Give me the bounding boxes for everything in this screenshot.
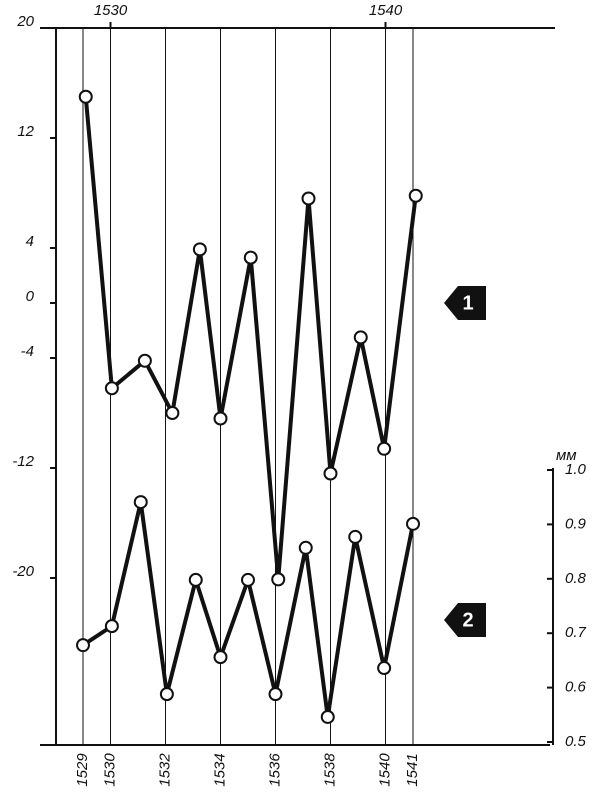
data-point bbox=[213, 411, 228, 426]
y2-tick-label: 0.7 bbox=[565, 624, 587, 641]
data-point bbox=[104, 381, 119, 396]
y2-tick-label: 0.8 bbox=[565, 570, 587, 587]
data-point bbox=[377, 661, 392, 676]
x2-tick-label: 1530 bbox=[94, 2, 128, 19]
data-point bbox=[76, 638, 90, 653]
data-point bbox=[213, 650, 228, 665]
y2-tick-label: 1.0 bbox=[565, 461, 587, 478]
data-point bbox=[271, 572, 286, 587]
data-point bbox=[165, 406, 180, 420]
x-tick-label: 1529 bbox=[74, 753, 91, 787]
data-point bbox=[298, 540, 313, 555]
data-point bbox=[78, 89, 93, 104]
series-line bbox=[81, 500, 415, 719]
y-tick-label: 12 bbox=[17, 123, 34, 140]
y-tick-label: 4 bbox=[26, 233, 34, 250]
legend-label: 1 bbox=[462, 292, 473, 314]
data-point bbox=[243, 250, 258, 265]
x-tick-label: 1538 bbox=[321, 753, 338, 787]
data-point bbox=[104, 619, 119, 634]
x-tick-label: 1540 bbox=[376, 753, 393, 787]
data-point bbox=[137, 353, 152, 368]
data-point bbox=[241, 572, 255, 587]
data-point bbox=[188, 572, 203, 587]
y-tick-label: 0 bbox=[26, 288, 35, 305]
x2-tick-label: 1540 bbox=[369, 2, 403, 19]
data-point bbox=[353, 330, 368, 345]
data-point bbox=[406, 516, 420, 531]
x-tick-label: 1530 bbox=[101, 753, 118, 787]
data-point bbox=[159, 687, 174, 702]
data-point bbox=[320, 709, 335, 724]
x-tick-label: 1541 bbox=[404, 753, 421, 786]
x-tick-label: 1532 bbox=[156, 753, 173, 787]
y-tick-label: -20 bbox=[12, 563, 34, 580]
y2-tick-label: 0.9 bbox=[565, 515, 587, 532]
data-point bbox=[377, 441, 392, 456]
legend-label: 2 bbox=[462, 609, 473, 631]
legend-arrow bbox=[444, 603, 486, 637]
x-tick-label: 1534 bbox=[211, 753, 228, 786]
y2-axis-label: мм bbox=[556, 447, 577, 464]
x-tick-label: 1536 bbox=[266, 753, 283, 787]
data-point bbox=[268, 687, 283, 702]
y-tick-label: 20 bbox=[16, 13, 34, 30]
y-tick-label: -12 bbox=[12, 453, 34, 470]
y2-tick-label: 0.5 bbox=[565, 733, 587, 750]
data-point bbox=[323, 466, 338, 481]
data-point bbox=[133, 495, 148, 510]
y2-tick-label: 0.6 bbox=[565, 679, 587, 696]
y-tick-label: -4 bbox=[21, 343, 34, 360]
data-point bbox=[348, 529, 363, 544]
data-point bbox=[192, 242, 207, 257]
data-point bbox=[301, 191, 316, 206]
data-point bbox=[408, 188, 423, 203]
legend-arrow bbox=[444, 286, 486, 320]
